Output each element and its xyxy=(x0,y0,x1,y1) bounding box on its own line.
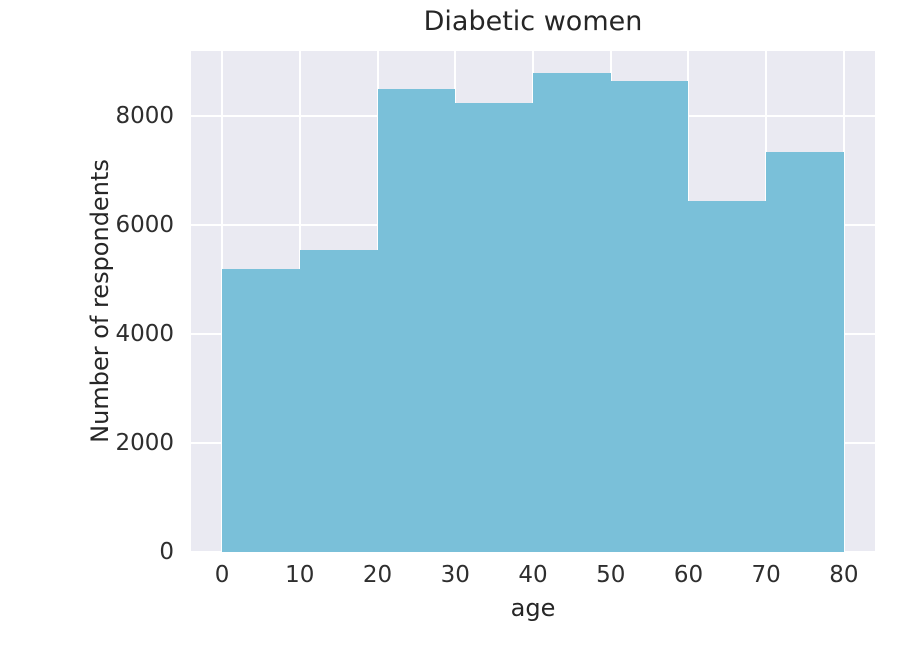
x-axis-label: age xyxy=(510,594,556,622)
y-tick-label: 8000 xyxy=(115,103,174,130)
x-tick-label: 70 xyxy=(751,562,781,588)
y-tick-label: 2000 xyxy=(115,430,174,457)
histogram-bar xyxy=(300,249,378,552)
x-tick-label: 30 xyxy=(440,562,470,588)
y-axis-label: Number of respondents xyxy=(86,159,114,443)
histogram-bar xyxy=(611,80,688,552)
x-tick-label: 0 xyxy=(214,562,230,588)
histogram-bar xyxy=(378,89,455,552)
histogram-bar xyxy=(688,200,766,552)
x-gridline xyxy=(843,51,845,552)
histogram-bar xyxy=(533,72,611,552)
x-tick-label: 60 xyxy=(673,562,704,588)
x-tick-label: 20 xyxy=(362,562,393,588)
histogram-bar xyxy=(222,268,300,552)
x-tick-label: 50 xyxy=(596,562,626,588)
plot-area xyxy=(191,51,875,552)
y-tick-label: 4000 xyxy=(115,321,174,348)
x-tick-label: 10 xyxy=(285,562,315,588)
histogram-bar xyxy=(455,102,533,552)
histogram-bar xyxy=(766,151,844,552)
x-tick-label: 40 xyxy=(518,562,548,588)
x-tick-label: 80 xyxy=(829,562,859,588)
y-tick-label: 6000 xyxy=(115,212,174,239)
y-tick-label: 0 xyxy=(159,539,174,565)
chart-title: Diabetic women xyxy=(423,6,643,37)
